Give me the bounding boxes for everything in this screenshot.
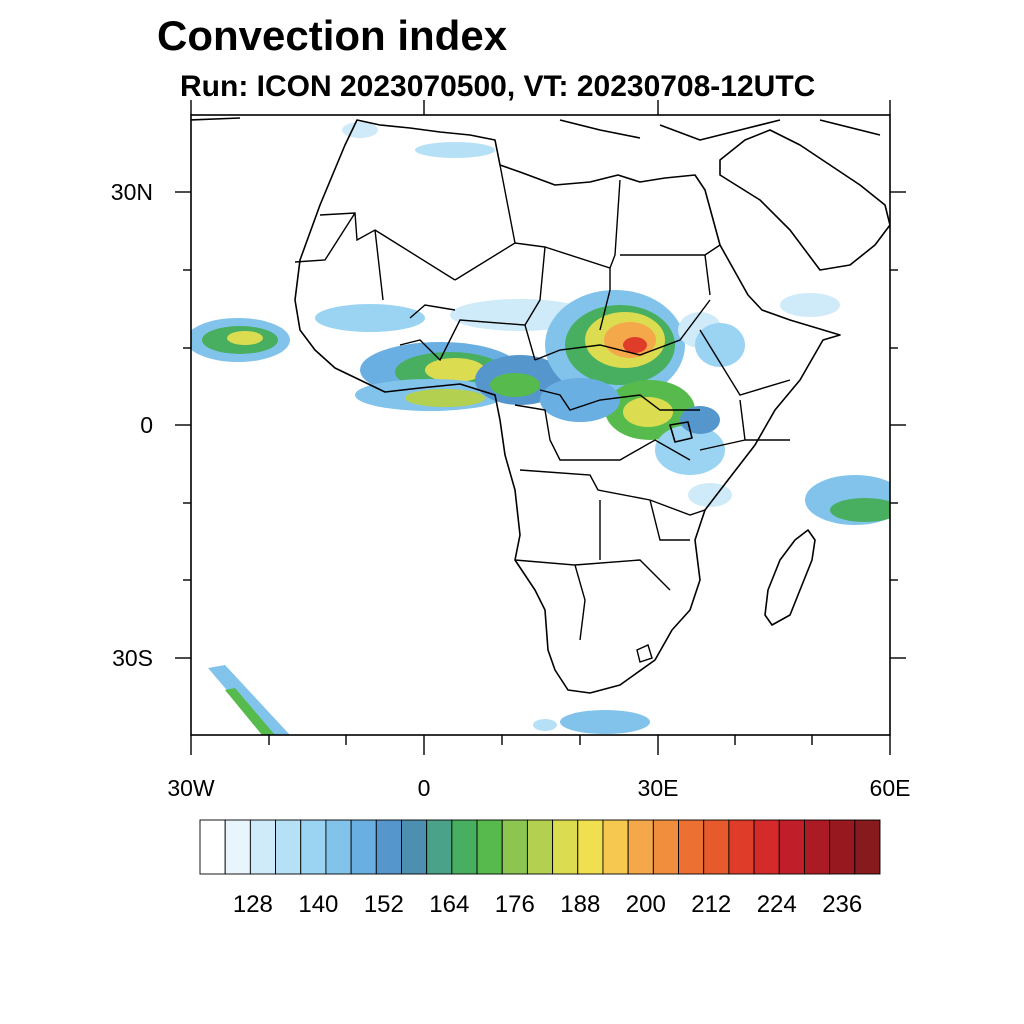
lon-label-60e: 60E [870,775,911,801]
lake-victoria [669,421,693,443]
colorbar-label: 212 [691,891,731,918]
colorbar-box [678,819,705,875]
indian-ocean-convection [805,475,890,525]
colorbar-box [375,819,402,875]
lat-label-0: 0 [140,412,153,438]
arabian-sea-convection [780,293,840,317]
colorbar-box [753,819,780,875]
colorbar [199,819,881,875]
colorbar-box [350,819,377,875]
coastlines [191,117,890,694]
colorbar-box [275,819,302,875]
lon-label-30w: 30W [167,775,215,801]
colorbar-box [627,819,654,875]
country-borders [294,164,791,663]
colorbar-box [325,819,352,875]
colorbar-box [501,819,528,875]
colorbar-box [552,819,579,875]
mediterranean-convection [342,122,495,158]
colorbar-box [778,819,805,875]
colorbar-box [476,819,503,875]
colorbar-box [451,819,478,875]
colorbar-box [829,819,856,875]
colorbar-box [602,819,629,875]
colorbar-box [526,819,554,875]
colorbar-label: 236 [822,891,862,918]
colorbar-label: 176 [495,891,535,918]
madagascar-coastline [764,529,816,626]
colorbar-box [728,819,755,875]
convection-field [191,122,890,735]
colorbar-label: 200 [626,891,666,918]
colorbar-label: 152 [364,891,404,918]
africa-coastline [294,119,841,694]
colorbar-label: 140 [298,891,338,918]
colorbar-label: 128 [233,891,273,918]
colorbar-label: 224 [757,891,797,918]
colorbar-box [803,819,831,875]
chart-subtitle: Run: ICON 2023070500, VT: 20230708-12UTC [180,70,816,103]
colorbar-labels: 128 140 152 164 176 188 200 212 224 236 [233,891,862,918]
colorbar-label: 164 [429,891,469,918]
colorbar-box [224,819,251,875]
axis-ticks [175,100,906,755]
colorbar-label: 188 [560,891,600,918]
europe-coastline [191,117,881,141]
colorbar-box [249,819,277,875]
colorbar-box [577,819,604,875]
map-frame [190,114,891,736]
colorbar-box [300,819,327,875]
colorbar-box [426,819,453,875]
lon-label-30e: 30E [638,775,679,801]
colorbar-box [854,819,881,875]
colorbar-box [703,819,730,875]
southern-ocean-convection [208,665,650,735]
colorbar-box [199,819,226,875]
chart-title: Convection index [157,12,508,59]
colorbar-box [401,819,428,875]
arabia-coastline [719,129,890,271]
colorbar-box [652,819,679,875]
lon-label-0: 0 [418,775,431,801]
atlantic-convection-north [191,318,290,362]
lat-label-30n: 30N [111,179,153,205]
lat-label-30s: 30S [112,645,153,671]
